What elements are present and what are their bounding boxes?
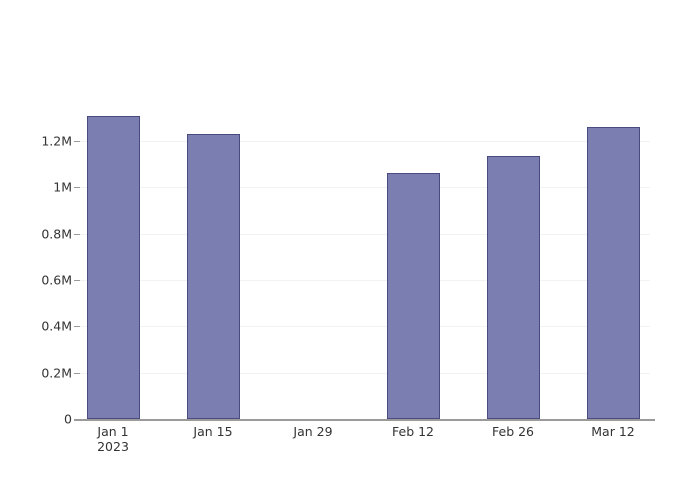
plot-area: [80, 100, 650, 419]
x-tick-label: Jan 15: [193, 424, 233, 439]
y-tick-label: 0: [64, 411, 72, 427]
gridline: [80, 233, 650, 235]
x-axis-line: [74, 419, 655, 421]
bar[interactable]: [86, 115, 140, 419]
bar[interactable]: [586, 127, 640, 419]
y-tick-label: 1M: [53, 179, 72, 195]
y-axis-tick-labels: 0 0.2M 0.4M 0.6M 0.8M 1M 1.2M: [0, 0, 80, 500]
x-tick-label: Jan 1 2023: [97, 424, 129, 454]
y-tick-mark: [74, 419, 80, 420]
y-tick-mark: [74, 280, 80, 281]
bar[interactable]: [486, 156, 540, 419]
x-tick-label: Jan 29: [293, 424, 333, 439]
y-tick-mark: [74, 326, 80, 328]
gridline: [80, 280, 650, 281]
y-tick-label: 0.4M: [41, 318, 72, 334]
y-tick-mark: [74, 141, 80, 142]
y-tick-label: 0.8M: [41, 226, 72, 242]
y-tick-mark: [74, 233, 80, 235]
gridline: [80, 372, 650, 374]
y-tick-mark: [74, 187, 80, 189]
x-tick-label: Feb 26: [491, 424, 535, 439]
bar[interactable]: [386, 173, 440, 419]
x-tick-label: Mar 12: [591, 424, 635, 439]
bar[interactable]: [186, 134, 240, 419]
gridline: [80, 141, 650, 142]
y-tick-mark: [74, 372, 80, 374]
y-tick-label: 0.6M: [41, 272, 72, 288]
y-tick-label: 1.2M: [41, 133, 72, 149]
y-tick-label: 0.2M: [41, 365, 72, 381]
gridline: [80, 187, 650, 189]
gridline: [80, 326, 650, 328]
x-tick-label: Feb 12: [391, 424, 435, 439]
